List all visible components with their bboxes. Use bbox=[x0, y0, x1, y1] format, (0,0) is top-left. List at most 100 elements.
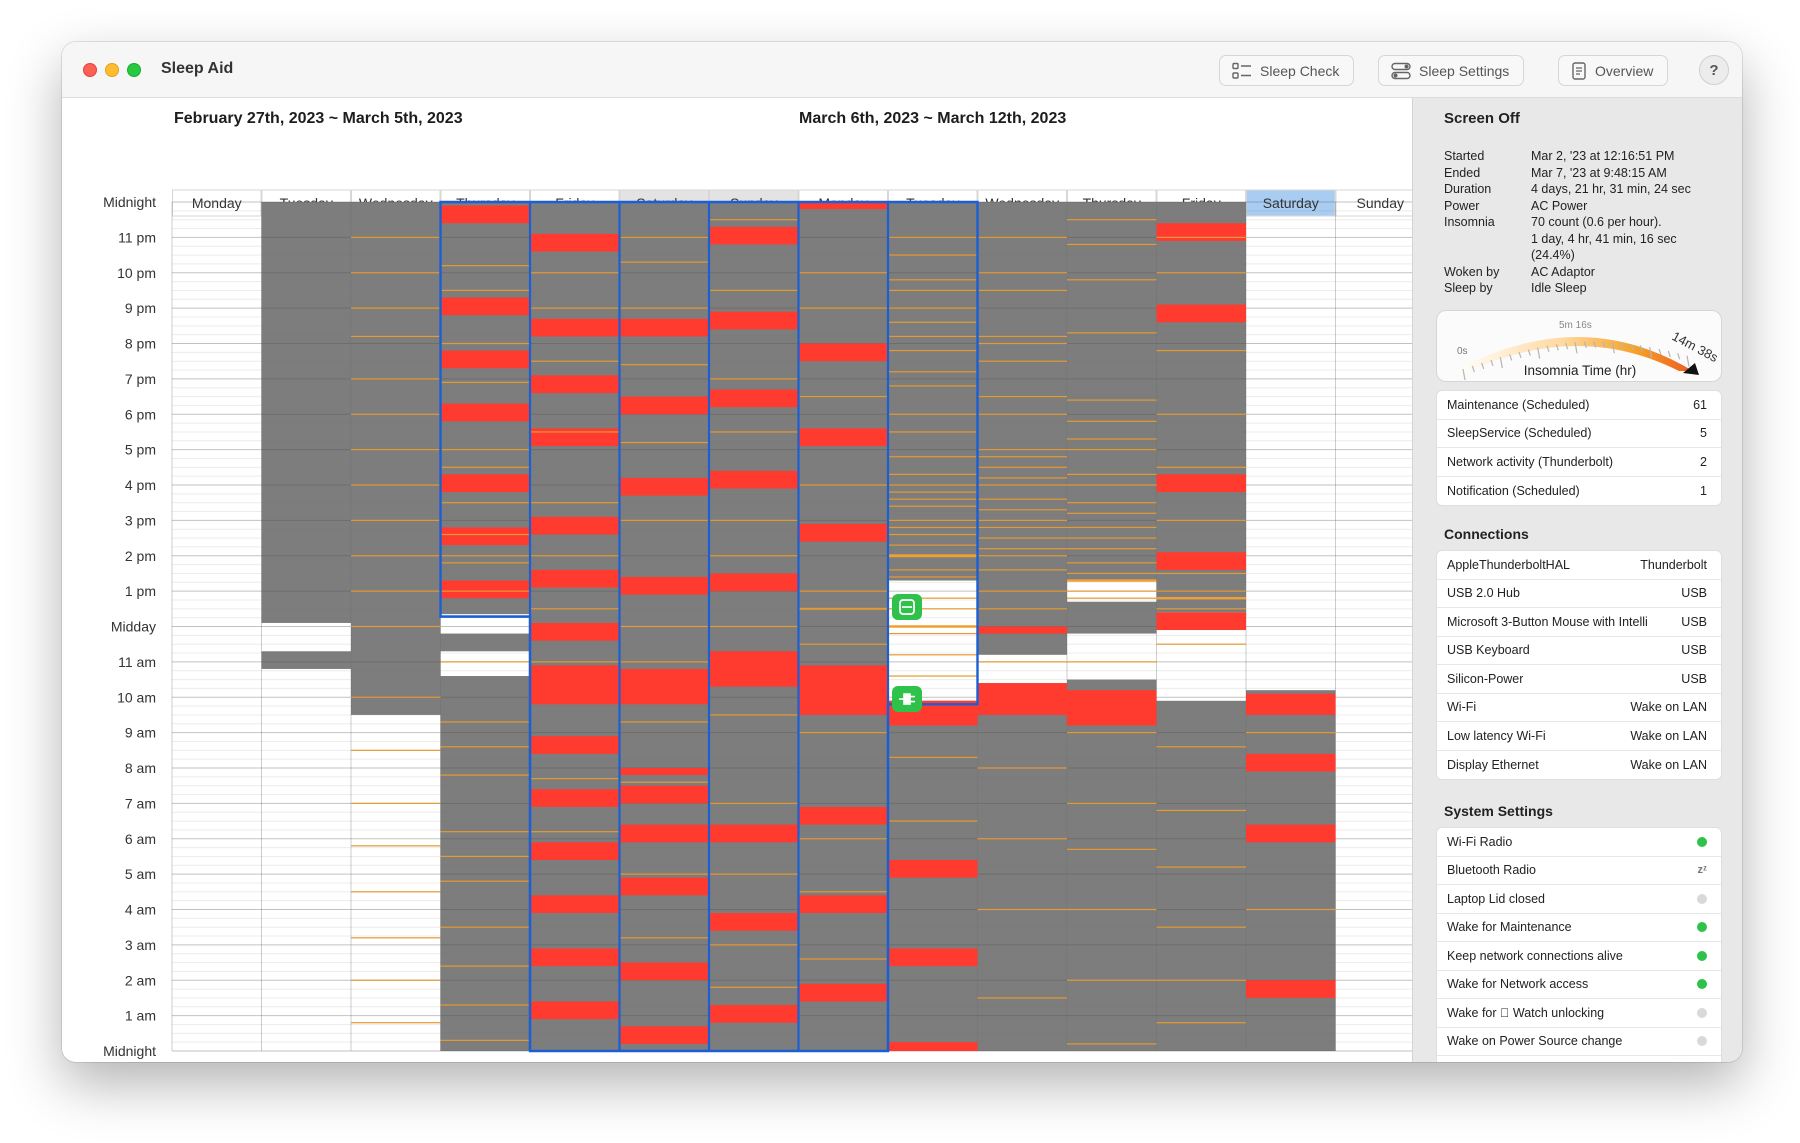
wake-event-mark bbox=[1067, 548, 1157, 550]
insomnia-block bbox=[619, 668, 709, 705]
wake-event-mark bbox=[977, 519, 1067, 521]
connection-type: USB bbox=[1681, 586, 1707, 601]
system-setting-row[interactable]: Wake for Notifications bbox=[1437, 1056, 1721, 1062]
wake-event-mark bbox=[888, 498, 978, 500]
toggles-icon bbox=[1391, 62, 1411, 79]
wake-event-mark bbox=[888, 456, 978, 458]
info-key: Sleep by bbox=[1444, 281, 1493, 295]
wake-event-mark bbox=[977, 272, 1067, 274]
gauge-tick bbox=[1565, 342, 1569, 350]
wake-event-mark bbox=[798, 732, 888, 734]
wake-reason-row[interactable]: Maintenance (Scheduled) 61 bbox=[1437, 391, 1721, 420]
zoom-window-button[interactable] bbox=[127, 63, 141, 77]
gauge-max-label: 14m 38s bbox=[1670, 328, 1722, 365]
wake-event-mark bbox=[1067, 399, 1157, 401]
system-setting-row[interactable]: Wake for  Watch unlocking bbox=[1437, 999, 1721, 1028]
insomnia-block bbox=[440, 474, 530, 493]
wake-event-mark bbox=[619, 781, 709, 783]
sleep-settings-label: Sleep Settings bbox=[1419, 62, 1510, 79]
wake-event-mark bbox=[798, 307, 888, 309]
wake-event-mark bbox=[977, 537, 1067, 539]
system-setting-row[interactable]: Wi-Fi Radio bbox=[1437, 828, 1721, 857]
close-window-button[interactable] bbox=[83, 63, 97, 77]
insomnia-block bbox=[1067, 690, 1157, 726]
insomnia-block bbox=[709, 1005, 799, 1023]
connection-type: Wake on LAN bbox=[1630, 700, 1707, 715]
day-header-cell[interactable] bbox=[1246, 189, 1336, 217]
info-row: Woken by AC Adaptor bbox=[1444, 264, 1721, 281]
connection-row[interactable]: Silicon-Power USB bbox=[1437, 665, 1721, 694]
wake-event-mark bbox=[977, 661, 1067, 663]
system-setting-row[interactable]: Bluetooth Radio zᶻ bbox=[1437, 857, 1721, 885]
wake-reason-count: 2 bbox=[1700, 454, 1707, 469]
connection-row[interactable]: Low latency Wi-Fi Wake on LAN bbox=[1437, 722, 1721, 751]
wake-event-mark bbox=[709, 289, 799, 292]
sleep-check-button[interactable]: Sleep Check bbox=[1219, 55, 1355, 86]
wake-event-mark bbox=[351, 802, 441, 804]
sleep-block bbox=[1067, 202, 1157, 581]
insomnia-block bbox=[1156, 612, 1246, 631]
wake-reason-row[interactable]: SleepService (Scheduled) 5 bbox=[1437, 420, 1721, 448]
connection-name: Silicon-Power bbox=[1447, 671, 1524, 686]
wake-reason-count: 1 bbox=[1700, 483, 1707, 498]
wake-event-mark bbox=[798, 958, 888, 960]
wake-event-mark bbox=[440, 880, 530, 882]
minimize-window-button[interactable] bbox=[105, 63, 119, 77]
connection-row[interactable]: Wi-Fi Wake on LAN bbox=[1437, 694, 1721, 722]
wake-event-mark bbox=[977, 395, 1067, 398]
info-value: Idle Sleep bbox=[1531, 281, 1587, 295]
day-header-cell[interactable] bbox=[172, 189, 262, 217]
gauge-mid-label: 5m 16s bbox=[1559, 320, 1592, 331]
info-key: Duration bbox=[1444, 182, 1492, 196]
wake-event-mark bbox=[440, 502, 530, 504]
wake-event-mark bbox=[530, 502, 620, 504]
connection-type: USB bbox=[1681, 614, 1707, 629]
hour-label: Midnight bbox=[103, 1043, 156, 1059]
overview-button[interactable]: Overview bbox=[1558, 55, 1669, 86]
insomnia-block bbox=[798, 895, 888, 914]
wake-event-mark bbox=[798, 395, 888, 398]
day-header-cell[interactable] bbox=[1335, 189, 1412, 217]
wake-event-mark bbox=[351, 891, 441, 893]
wake-event-mark bbox=[1067, 590, 1157, 592]
connection-row[interactable]: Microsoft 3-Button Mouse with Intelli USB bbox=[1437, 608, 1721, 637]
sleep-settings-button[interactable]: Sleep Settings bbox=[1378, 55, 1525, 86]
hour-label: 3 am bbox=[125, 937, 156, 953]
hour-label: 9 pm bbox=[125, 300, 156, 316]
gauge-min-label: 0s bbox=[1457, 346, 1468, 357]
insomnia-block bbox=[619, 962, 709, 981]
hour-label: 6 am bbox=[125, 831, 156, 847]
insomnia-block bbox=[440, 205, 530, 224]
help-button[interactable]: ? bbox=[1699, 55, 1729, 85]
system-setting-row[interactable]: Laptop Lid closed bbox=[1437, 885, 1721, 914]
connection-name: Low latency Wi-Fi bbox=[1447, 728, 1546, 743]
wake-event-mark bbox=[1156, 926, 1246, 928]
wake-event-mark bbox=[709, 378, 799, 380]
system-setting-row[interactable]: Wake for Network access bbox=[1437, 971, 1721, 999]
insomnia-block bbox=[530, 516, 620, 535]
gauge-tick bbox=[1658, 348, 1662, 356]
wake-event-mark bbox=[619, 441, 709, 444]
wake-event-mark bbox=[1156, 866, 1246, 868]
connection-row[interactable]: AppleThunderboltHAL Thunderbolt bbox=[1437, 551, 1721, 580]
wake-event-mark bbox=[977, 555, 1067, 557]
wake-event-mark bbox=[977, 360, 1067, 362]
connection-row[interactable]: USB 2.0 Hub USB bbox=[1437, 580, 1721, 608]
wake-event-mark bbox=[709, 714, 799, 716]
system-setting-row[interactable]: Wake for Maintenance bbox=[1437, 914, 1721, 942]
connection-type: Thunderbolt bbox=[1640, 557, 1707, 572]
connection-row[interactable]: Display Ethernet Wake on LAN bbox=[1437, 751, 1721, 780]
wake-event-mark bbox=[977, 997, 1067, 999]
wake-event-mark bbox=[1067, 438, 1157, 440]
sleep-chart[interactable]: MondayTuesdayWednesdayThursdayFridaySatu… bbox=[62, 98, 1412, 1062]
wake-reason-row[interactable]: Network activity (Thunderbolt) 2 bbox=[1437, 448, 1721, 477]
connection-name: Display Ethernet bbox=[1447, 757, 1539, 772]
connection-row[interactable]: USB Keyboard USB bbox=[1437, 637, 1721, 665]
system-setting-row[interactable]: Wake on Power Source change bbox=[1437, 1028, 1721, 1056]
wake-event-mark bbox=[530, 272, 620, 274]
system-setting-row[interactable]: Keep network connections alive bbox=[1437, 942, 1721, 971]
insomnia-block bbox=[1156, 552, 1246, 570]
insomnia-block bbox=[798, 202, 888, 210]
insomnia-block bbox=[619, 576, 709, 595]
wake-reason-row[interactable]: Notification (Scheduled) 1 bbox=[1437, 477, 1721, 506]
